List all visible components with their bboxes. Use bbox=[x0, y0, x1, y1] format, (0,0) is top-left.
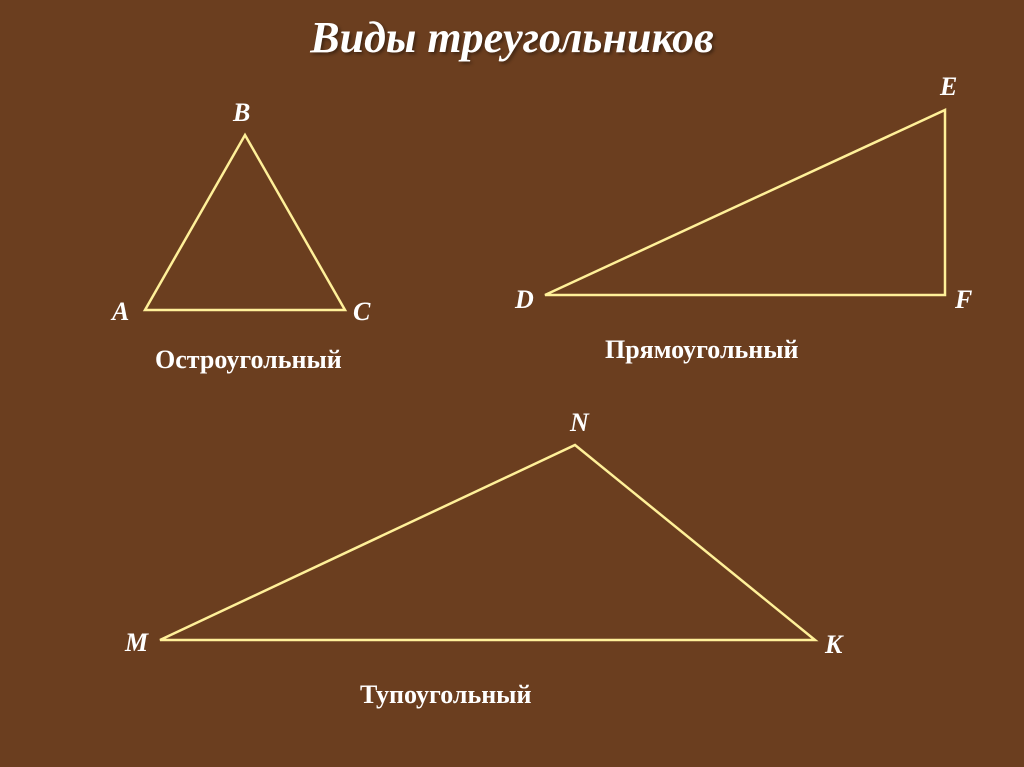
triangles-svg bbox=[0, 0, 1024, 767]
vertex-label-m: M bbox=[125, 628, 148, 658]
acute-caption: Остроугольный bbox=[155, 345, 342, 375]
right-triangle bbox=[545, 110, 945, 295]
vertex-label-c: C bbox=[353, 297, 370, 327]
acute-triangle bbox=[145, 135, 345, 310]
obtuse-triangle bbox=[160, 445, 815, 640]
vertex-label-e: E bbox=[940, 72, 957, 102]
diagram-area: A B C D E F M N K Остроугольный Прямоуго… bbox=[0, 0, 1024, 767]
vertex-label-d: D bbox=[515, 285, 534, 315]
obtuse-caption: Тупоугольный bbox=[360, 680, 531, 710]
vertex-label-a: A bbox=[112, 297, 129, 327]
vertex-label-f: F bbox=[955, 285, 972, 315]
vertex-label-k: K bbox=[825, 630, 842, 660]
vertex-label-b: B bbox=[233, 98, 250, 128]
right-caption: Прямоугольный bbox=[605, 335, 799, 365]
vertex-label-n: N bbox=[570, 408, 589, 438]
